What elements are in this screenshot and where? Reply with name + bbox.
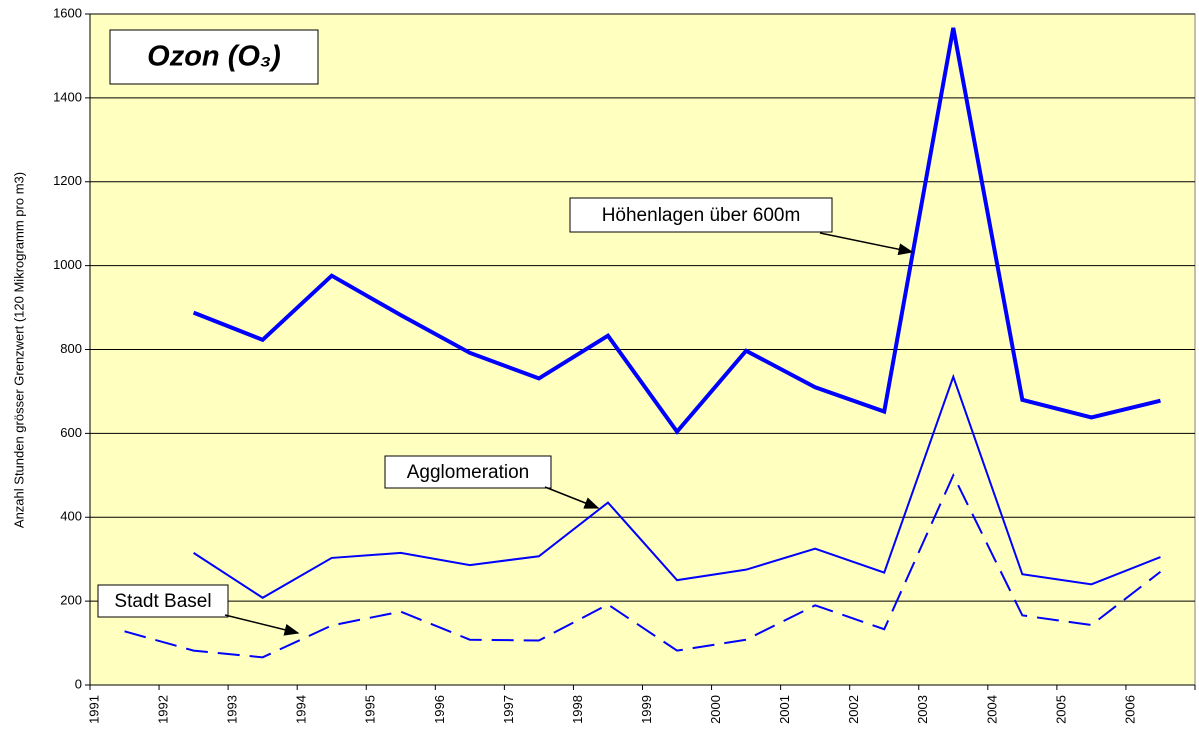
annotation-label: Agglomeration <box>407 462 530 483</box>
annotation-label: Höhenlagen über 600m <box>602 205 801 226</box>
x-tick-label: 1998 <box>570 695 585 724</box>
x-tick-label: 2001 <box>777 695 792 724</box>
y-axis-label: Anzahl Stunden grösser Grenzwert (120 Mi… <box>11 172 26 528</box>
x-tick-label: 2005 <box>1053 695 1068 724</box>
x-tick-label: 1995 <box>363 695 378 724</box>
x-tick-label: 1993 <box>225 695 240 724</box>
x-tick-label: 1991 <box>86 695 101 724</box>
x-tick-label: 2004 <box>984 695 999 724</box>
annotation-arrow <box>819 232 914 256</box>
x-tick-label: 1994 <box>294 695 309 724</box>
annotation-arrow <box>544 486 600 509</box>
x-tick-label: 2006 <box>1122 695 1137 724</box>
y-tick-label: 0 <box>75 676 82 691</box>
annotation-box <box>569 197 833 233</box>
series-line <box>124 472 1162 659</box>
x-tick-label: 1992 <box>156 695 171 724</box>
chart-title: Ozon (O₃) <box>147 41 281 73</box>
x-tick-label: 1996 <box>432 695 447 724</box>
series-line <box>193 373 1161 599</box>
annotation-label: Stadt Basel <box>114 591 211 612</box>
series-line <box>192 27 1161 435</box>
y-tick-label: 1600 <box>53 5 82 20</box>
y-tick-label: 1400 <box>53 89 82 104</box>
annotation-box <box>97 584 229 618</box>
x-tick-label: 2000 <box>708 695 723 724</box>
y-tick-label: 600 <box>60 425 82 440</box>
annotation-box <box>384 455 552 489</box>
x-tick-label: 1997 <box>501 695 516 724</box>
annotation-arrow <box>224 614 300 636</box>
x-tick-label: 2003 <box>915 695 930 724</box>
y-tick-label: 400 <box>60 509 82 524</box>
y-tick-label: 1200 <box>53 173 82 188</box>
y-tick-label: 200 <box>60 593 82 608</box>
x-tick-label: 1999 <box>639 695 654 724</box>
x-tick-label: 2002 <box>846 695 861 724</box>
title-box <box>109 29 319 85</box>
y-tick-label: 1000 <box>53 257 82 272</box>
y-tick-label: 800 <box>60 341 82 356</box>
